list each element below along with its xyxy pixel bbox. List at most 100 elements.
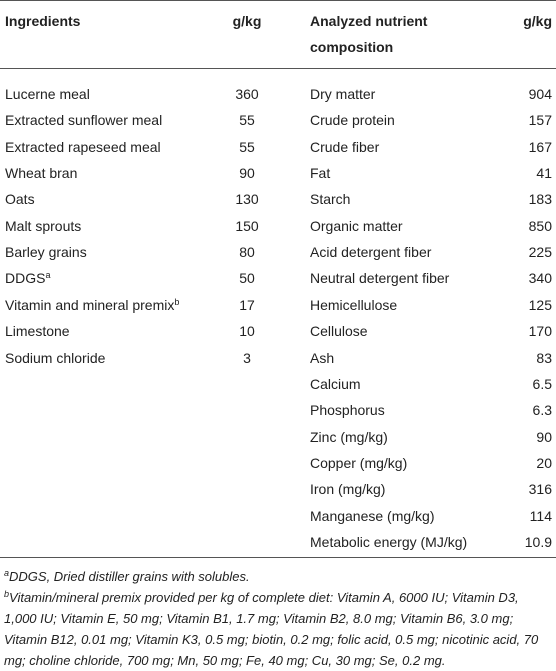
header-cell: g/kg bbox=[232, 13, 262, 29]
row-label: Extracted rapeseed meal bbox=[5, 138, 161, 156]
row-value: 83 bbox=[536, 349, 552, 366]
row-label: Zinc (mg/kg) bbox=[310, 428, 388, 446]
row-value: 183 bbox=[528, 191, 552, 208]
footnote-text: DDGS, Dried distiller grains with solubl… bbox=[9, 569, 250, 584]
label-text: Crude fiber bbox=[310, 138, 380, 155]
label-text: Malt sprouts bbox=[5, 217, 82, 234]
row-value: 20 bbox=[536, 454, 552, 471]
label-text: Zinc (mg/kg) bbox=[310, 428, 388, 445]
row-value: 50 bbox=[239, 270, 255, 287]
label-text: Limestone bbox=[5, 323, 70, 340]
label-text: Extracted sunflower meal bbox=[5, 112, 163, 129]
label-text: Organic matter bbox=[310, 217, 403, 234]
row-label: Oats bbox=[5, 190, 35, 208]
row-label: Vitamin and mineral premixb bbox=[5, 296, 179, 314]
row-value: 904 bbox=[528, 86, 552, 102]
footnote: aDDGS, Dried distiller grains with solub… bbox=[4, 566, 552, 587]
row-value: 10.9 bbox=[524, 533, 552, 550]
row-label: Copper (mg/kg) bbox=[310, 454, 407, 472]
row-value: 360 bbox=[235, 86, 259, 102]
label-text: Oats bbox=[5, 191, 35, 208]
row-label: Neutral detergent fiber bbox=[310, 269, 449, 287]
row-label: Manganese (mg/kg) bbox=[310, 507, 435, 525]
footnote: bVitamin/mineral premix provided per kg … bbox=[4, 587, 552, 671]
label-text: Phosphorus bbox=[310, 402, 385, 419]
superscript: a bbox=[4, 568, 10, 578]
label-text: Vitamin and mineral premix bbox=[5, 296, 175, 313]
row-label: Metabolic energy (MJ/kg) bbox=[310, 533, 467, 551]
row-label: Hemicellulose bbox=[310, 296, 397, 314]
row-value: 225 bbox=[528, 244, 552, 261]
row-label: Starch bbox=[310, 190, 350, 208]
row-value: 80 bbox=[239, 244, 255, 261]
superscript: b bbox=[4, 589, 10, 599]
label-text: Sodium chloride bbox=[5, 349, 106, 366]
row-value: 6.3 bbox=[532, 402, 552, 419]
row-value: 17 bbox=[239, 296, 255, 313]
row-label: Fat bbox=[310, 164, 330, 182]
row-value: 114 bbox=[529, 507, 552, 524]
row-value: 150 bbox=[235, 217, 259, 234]
row-label: Dry matter bbox=[310, 85, 375, 103]
label-text: Crude protein bbox=[310, 112, 395, 129]
label-text: Hemicellulose bbox=[310, 296, 398, 313]
row-value: 41 bbox=[536, 165, 552, 182]
row-value: 157 bbox=[528, 112, 552, 129]
row-label: Calcium bbox=[310, 375, 361, 393]
header-cell: Analyzed nutrient composition bbox=[310, 13, 428, 55]
row-label: DDGSa bbox=[5, 269, 50, 287]
label-text: Extracted rapeseed meal bbox=[5, 138, 161, 155]
row-label: Crude fiber bbox=[310, 138, 379, 156]
row-value: 167 bbox=[528, 138, 552, 155]
row-value: 55 bbox=[239, 112, 255, 129]
label-text: Calcium bbox=[310, 375, 361, 392]
header-rule bbox=[0, 68, 556, 69]
superscript: a bbox=[45, 270, 51, 281]
row-label: Cellulose bbox=[310, 322, 368, 340]
row-value: 3 bbox=[243, 349, 251, 366]
row-value: 10 bbox=[239, 323, 255, 340]
row-value: 90 bbox=[239, 165, 255, 182]
row-label: Phosphorus bbox=[310, 401, 385, 419]
row-value: 170 bbox=[528, 323, 552, 340]
label-text: Wheat bran bbox=[5, 165, 78, 182]
row-value: 316 bbox=[528, 481, 552, 498]
row-value: 850 bbox=[528, 217, 552, 234]
label-text: DDGS bbox=[5, 270, 46, 287]
header-cell: g/kg bbox=[523, 13, 552, 29]
row-label: Sodium chloride bbox=[5, 349, 105, 367]
row-value: 340 bbox=[528, 270, 552, 287]
row-value: 130 bbox=[235, 191, 259, 208]
label-text: Ash bbox=[310, 349, 335, 366]
row-value: 90 bbox=[536, 428, 552, 445]
label-text: Copper (mg/kg) bbox=[310, 454, 408, 471]
label-text: Metabolic energy (MJ/kg) bbox=[310, 533, 468, 550]
label-text: Iron (mg/kg) bbox=[310, 481, 386, 498]
footnote-text: Vitamin/mineral premix provided per kg o… bbox=[4, 590, 539, 668]
row-label: Ash bbox=[310, 349, 334, 367]
row-label: Malt sprouts bbox=[5, 217, 81, 235]
row-label: Acid detergent fiber bbox=[310, 243, 431, 261]
row-label: Barley grains bbox=[5, 243, 87, 261]
label-text: Lucerne meal bbox=[5, 86, 90, 102]
header-cell: Ingredients bbox=[5, 13, 81, 29]
label-text: Cellulose bbox=[310, 323, 368, 340]
label-text: Barley grains bbox=[5, 244, 87, 261]
bottom-rule bbox=[0, 557, 556, 558]
label-text: Fat bbox=[310, 165, 331, 182]
row-label: Limestone bbox=[5, 322, 70, 340]
label-text: Starch bbox=[310, 191, 351, 208]
top-rule bbox=[0, 0, 556, 1]
row-label: Iron (mg/kg) bbox=[310, 480, 385, 498]
row-value: 55 bbox=[239, 138, 255, 155]
row-label: Wheat bran bbox=[5, 164, 77, 182]
row-label: Lucerne meal bbox=[5, 85, 90, 103]
row-label: Crude protein bbox=[310, 111, 395, 129]
label-text: Neutral detergent fiber bbox=[310, 270, 450, 287]
row-label: Organic matter bbox=[310, 217, 403, 235]
label-text: Acid detergent fiber bbox=[310, 244, 432, 261]
superscript: b bbox=[174, 296, 180, 307]
label-text: Manganese (mg/kg) bbox=[310, 507, 435, 524]
row-label: Extracted sunflower meal bbox=[5, 111, 162, 129]
